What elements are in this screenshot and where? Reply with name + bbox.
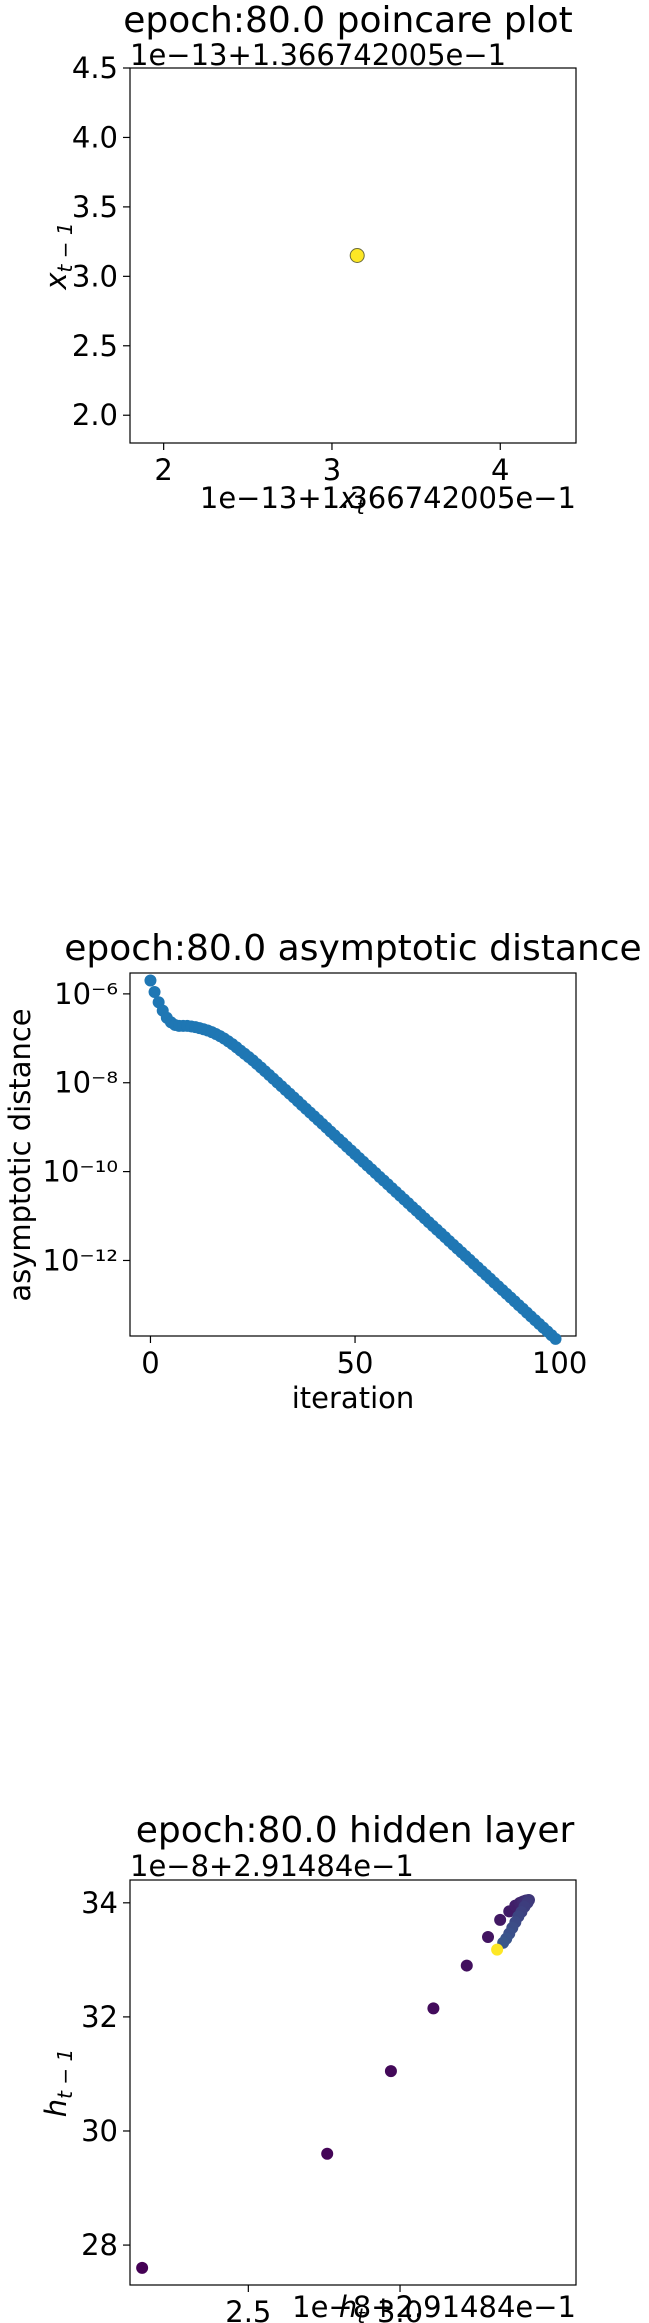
asymptotic-x-tick-label: 0 [141, 1346, 159, 1380]
poincare-point [349, 248, 365, 263]
poincare-y-tick-label: 2.5 [72, 329, 118, 363]
asymptotic-point [148, 986, 161, 999]
asymptotic-x-tick-label: 100 [532, 1346, 587, 1380]
hidden-point [321, 2147, 334, 2160]
asymptotic-x-label: iteration [292, 1381, 415, 1415]
poincare-y-offset: 1e−13+1.366742005e−1 [130, 38, 506, 72]
hidden-y-tick-label: 32 [81, 2000, 118, 2034]
poincare-x-tick-label: 3 [323, 453, 341, 487]
poincare-x-offset: 1e−13+1.366742005e−1 [200, 481, 576, 515]
hidden-point [384, 2065, 397, 2078]
hidden-y-label: ht − 1 [39, 2049, 77, 2117]
hidden-y-tick-label: 28 [81, 2228, 118, 2262]
hidden-point [460, 1959, 473, 1972]
poincare-y-tick-label: 2.0 [72, 398, 118, 432]
asymptotic-point [549, 1332, 562, 1345]
poincare-x-tick-label: 4 [491, 453, 509, 487]
asymptotic-x-tick-label: 50 [337, 1346, 374, 1380]
hidden-x-offset: 1e−8+2.91484e−1 [292, 2290, 576, 2323]
hidden-y-tick-label: 30 [81, 2114, 118, 2148]
poincare-y-tick-label: 4.0 [72, 120, 118, 154]
asymptotic-y-tick-label: 10⁻⁸ [54, 1066, 118, 1100]
hidden-point [494, 1913, 507, 1926]
asymptotic-y-tick-label: 10⁻⁶ [54, 977, 118, 1011]
hidden-point [491, 1943, 504, 1956]
asymptotic-point [144, 974, 157, 987]
asymptotic-axes-frame [129, 972, 577, 1337]
poincare-axes-frame [129, 67, 577, 444]
poincare-y-tick-label: 4.5 [72, 51, 118, 85]
hidden-point [482, 1931, 495, 1944]
poincare-y-label: xt − 1 [39, 222, 77, 290]
hidden-y-tick-label: 34 [81, 1886, 118, 1920]
asymptotic-distance-panel: epoch:80.0 asymptotic distance 0 50 100 10⁻… [3, 928, 642, 1415]
hidden-layer-panel: epoch:80.0 hidden layer 1e−8+2.91484e−1 … [39, 1810, 577, 2323]
poincare-y-tick-label: 3.5 [72, 190, 118, 224]
asymptotic-y-label: asymptotic distance [3, 1008, 37, 1301]
poincare-title: epoch:80.0 poincare plot [123, 0, 573, 41]
asymptotic-title: epoch:80.0 asymptotic distance [64, 928, 641, 969]
hidden-x-tick-label: 2.5 [225, 2295, 271, 2323]
poincare-x-tick-label: 2 [154, 453, 172, 487]
asymptotic-y-tick-label: 10⁻¹⁰ [43, 1155, 118, 1189]
poincare-y-tick-label: 3.0 [72, 259, 118, 293]
hidden-title: epoch:80.0 hidden layer [136, 1810, 575, 1851]
hidden-y-offset: 1e−8+2.91484e−1 [130, 1849, 414, 1883]
hidden-axes-frame [129, 1879, 577, 2286]
asymptotic-y-tick-label: 10⁻¹² [43, 1243, 118, 1277]
hidden-point [427, 2002, 440, 2015]
hidden-x-tick-label: 3.0 [377, 2295, 423, 2323]
poincare-plot-panel: epoch:80.0 poincare plot 1e−13+1.3667420… [39, 0, 577, 519]
hidden-point [136, 2261, 149, 2274]
